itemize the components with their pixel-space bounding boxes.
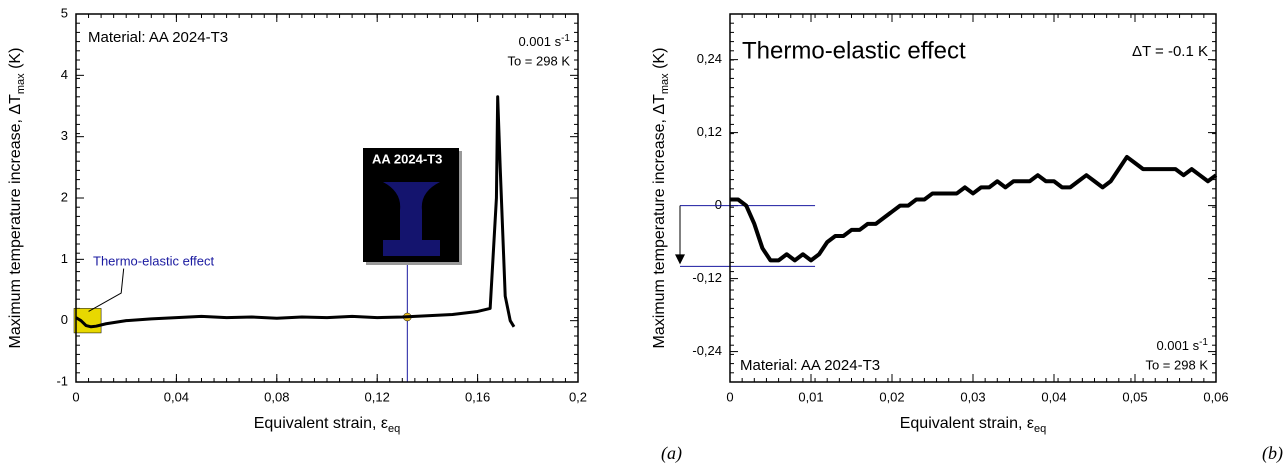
x-tick-label: 0,06 <box>1203 389 1228 404</box>
rate-value: 0.001 s <box>518 34 561 49</box>
x-tick-label: 0 <box>72 389 79 404</box>
x-tick-label: 0 <box>726 389 733 404</box>
y-tick-label: 2 <box>61 189 68 204</box>
rate-exponent: -1 <box>561 33 570 44</box>
x-tick-label: 0,16 <box>465 389 490 404</box>
y-tick-label: -0,24 <box>692 343 722 358</box>
x-tick-label: 0,03 <box>960 389 985 404</box>
temperature-label: To = 298 K <box>507 53 570 68</box>
material-label: Material: AA 2024-T3 <box>88 29 228 46</box>
x-tick-label: 0,02 <box>879 389 904 404</box>
arrow-head <box>675 254 685 265</box>
x-axis-label-sub: eq <box>1034 423 1046 435</box>
y-axis-label-unit: (K) <box>7 48 24 74</box>
y-tick-label: -0,12 <box>692 270 722 285</box>
x-tick-label: 0,08 <box>264 389 289 404</box>
annotation-leader <box>88 268 125 312</box>
delta-label: ΔT = -0.1 K <box>1132 43 1208 60</box>
y-axis-label-main: Maximum temperature increase, ΔT <box>7 94 24 349</box>
y-axis-label: Maximum temperature increase, ΔTmax (K) <box>7 48 27 349</box>
x-tick-label: 0,05 <box>1122 389 1147 404</box>
x-tick-label: 0,04 <box>1041 389 1066 404</box>
rate-label: 0.001 s-1 <box>1156 337 1208 354</box>
x-axis-label-sub: eq <box>388 423 400 435</box>
y-tick-label: 1 <box>61 251 68 266</box>
x-tick-label: 0,01 <box>798 389 823 404</box>
y-axis-label-sub: max <box>15 73 27 94</box>
y-tick-label: -1 <box>56 373 68 388</box>
x-tick-label: 0,12 <box>365 389 390 404</box>
y-tick-label: 3 <box>61 128 68 143</box>
annotation: Thermo-elastic effect <box>93 253 215 268</box>
y-axis-label: Maximum temperature increase, ΔTmax (K) <box>651 48 671 349</box>
x-axis-label: Equivalent strain, εeq <box>900 415 1047 435</box>
x-axis-label-main: Equivalent strain, ε <box>900 415 1034 432</box>
y-axis-label-unit: (K) <box>651 48 668 74</box>
x-tick-label: 0,2 <box>569 389 587 404</box>
y-tick-label: 0,12 <box>697 124 722 139</box>
x-axis-label-main: Equivalent strain, ε <box>254 415 388 432</box>
x-axis-label: Equivalent strain, εeq <box>254 415 401 435</box>
y-tick-label: 0,24 <box>697 51 722 66</box>
rate-exponent: -1 <box>1199 337 1208 348</box>
data-line <box>730 154 1218 263</box>
x-tick-label: 0,04 <box>164 389 189 404</box>
highlight-box <box>73 308 102 334</box>
y-axis-label-main: Maximum temperature increase, ΔT <box>651 94 668 349</box>
y-axis-label-sub: max <box>659 73 671 94</box>
panel-label: (b) <box>1262 443 1283 464</box>
plot-frame <box>75 13 579 383</box>
rate-value: 0.001 s <box>1156 338 1199 353</box>
inset-label: AA 2024-T3 <box>372 151 442 166</box>
temperature-label: To = 298 K <box>1145 357 1208 372</box>
data-line <box>75 95 516 329</box>
y-tick-label: 0 <box>61 312 68 327</box>
y-tick-label: 5 <box>61 5 68 20</box>
material-label: Material: AA 2024-T3 <box>740 357 880 374</box>
y-tick-label: 4 <box>61 67 68 82</box>
inset-specimen <box>383 182 440 256</box>
panel-label: (a) <box>661 443 682 464</box>
chart-title: Thermo-elastic effect <box>742 37 966 64</box>
rate-label: 0.001 s-1 <box>518 33 570 50</box>
plot-frame <box>729 13 1217 383</box>
y-tick-label: 0 <box>715 197 722 212</box>
